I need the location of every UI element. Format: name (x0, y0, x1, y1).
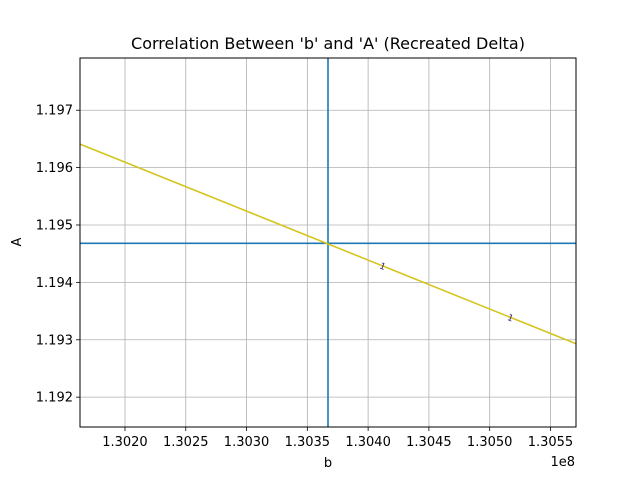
x-tick-label: 1.3050 (467, 435, 513, 450)
y-axis-label: A (10, 237, 25, 246)
contour-label: 1 (505, 313, 514, 324)
contour-labels: 11 (378, 262, 515, 325)
x-tick-label: 1.3055 (528, 435, 574, 450)
y-tick-label: 1.193 (36, 333, 73, 348)
x-axis-offset-label: 1e8 (550, 455, 575, 470)
x-axis-ticks: 1.3020 1.3025 1.3030 1.3035 1.3040 1.3045 1.30… (102, 427, 573, 450)
x-tick-label: 1.3025 (163, 435, 209, 450)
y-axis-ticks: 1.192 1.193 1.194 1.195 1.196 1.197 (36, 104, 80, 406)
chart-title: Correlation Between 'b' and 'A' (Recreat… (131, 34, 525, 53)
y-tick-label: 1.195 (36, 218, 73, 233)
x-axis-label: b (324, 456, 332, 471)
x-tick-label: 1.3020 (102, 435, 148, 450)
x-tick-label: 1.3045 (406, 435, 452, 450)
contour-label: 1 (378, 262, 387, 273)
y-tick-label: 1.194 (36, 276, 73, 291)
x-tick-label: 1.3030 (224, 435, 270, 450)
x-tick-label: 1.3035 (285, 435, 331, 450)
y-tick-label: 1.192 (36, 391, 73, 406)
y-tick-label: 1.196 (36, 161, 73, 176)
x-tick-label: 1.3040 (345, 435, 391, 450)
series-layer (79, 143, 577, 345)
series-line (79, 143, 577, 345)
y-tick-label: 1.197 (36, 104, 73, 119)
plot-area: 11 (79, 57, 577, 428)
plot-frame (79, 57, 577, 428)
